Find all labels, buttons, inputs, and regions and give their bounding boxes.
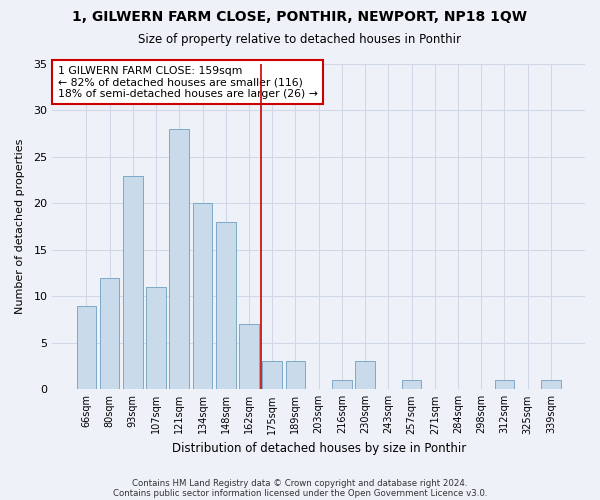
Bar bbox=[77, 306, 96, 390]
Bar bbox=[146, 287, 166, 390]
Y-axis label: Number of detached properties: Number of detached properties bbox=[15, 139, 25, 314]
Bar bbox=[239, 324, 259, 390]
Bar bbox=[216, 222, 236, 390]
Bar bbox=[401, 380, 421, 390]
Bar bbox=[262, 362, 282, 390]
Text: 1, GILWERN FARM CLOSE, PONTHIR, NEWPORT, NP18 1QW: 1, GILWERN FARM CLOSE, PONTHIR, NEWPORT,… bbox=[73, 10, 527, 24]
Bar bbox=[494, 380, 514, 390]
Text: Contains public sector information licensed under the Open Government Licence v3: Contains public sector information licen… bbox=[113, 488, 487, 498]
Bar bbox=[332, 380, 352, 390]
Text: Size of property relative to detached houses in Ponthir: Size of property relative to detached ho… bbox=[139, 32, 461, 46]
Text: 1 GILWERN FARM CLOSE: 159sqm
← 82% of detached houses are smaller (116)
18% of s: 1 GILWERN FARM CLOSE: 159sqm ← 82% of de… bbox=[58, 66, 317, 99]
Bar bbox=[541, 380, 561, 390]
Bar bbox=[123, 176, 143, 390]
Bar bbox=[100, 278, 119, 390]
X-axis label: Distribution of detached houses by size in Ponthir: Distribution of detached houses by size … bbox=[172, 442, 466, 455]
Bar bbox=[169, 129, 189, 390]
Text: Contains HM Land Registry data © Crown copyright and database right 2024.: Contains HM Land Registry data © Crown c… bbox=[132, 478, 468, 488]
Bar bbox=[193, 204, 212, 390]
Bar bbox=[355, 362, 375, 390]
Bar bbox=[286, 362, 305, 390]
